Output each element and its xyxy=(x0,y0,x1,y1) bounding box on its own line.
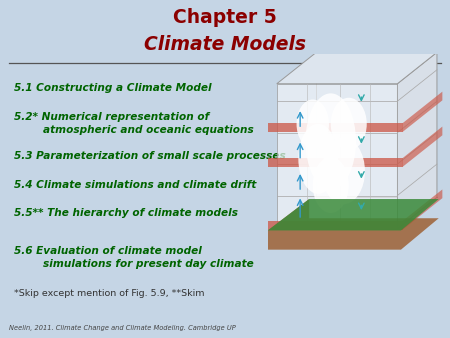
Polygon shape xyxy=(277,84,397,229)
Text: 5.5** The hierarchy of climate models: 5.5** The hierarchy of climate models xyxy=(14,208,238,218)
Polygon shape xyxy=(403,189,442,230)
Polygon shape xyxy=(268,199,439,231)
Polygon shape xyxy=(403,92,442,132)
Polygon shape xyxy=(403,126,442,167)
Polygon shape xyxy=(262,158,403,167)
Text: Neelin, 2011. Climate Change and Climate Modeling. Cambridge UP: Neelin, 2011. Climate Change and Climate… xyxy=(9,325,236,331)
Text: Chapter 5: Chapter 5 xyxy=(173,8,277,27)
Polygon shape xyxy=(262,221,403,230)
Ellipse shape xyxy=(322,138,365,204)
Polygon shape xyxy=(268,199,439,250)
Text: 5.6 Evaluation of climate model
        simulations for present day climate: 5.6 Evaluation of climate model simulati… xyxy=(14,246,253,269)
Ellipse shape xyxy=(297,99,329,148)
Text: *Skip except mention of Fig. 5.9, **Skim: *Skip except mention of Fig. 5.9, **Skim xyxy=(14,289,204,298)
Text: 5.2* Numerical representation of
        atmospheric and oceanic equations: 5.2* Numerical representation of atmosph… xyxy=(14,112,253,135)
Text: 5.3 Parameterization of small scale processes: 5.3 Parameterization of small scale proc… xyxy=(14,151,285,162)
Ellipse shape xyxy=(298,124,338,194)
Polygon shape xyxy=(277,52,437,84)
Ellipse shape xyxy=(313,157,349,213)
Ellipse shape xyxy=(306,93,356,189)
Polygon shape xyxy=(397,52,437,229)
Text: 5.1 Constructing a Climate Model: 5.1 Constructing a Climate Model xyxy=(14,83,211,93)
Text: 5.4 Climate simulations and climate drift: 5.4 Climate simulations and climate drif… xyxy=(14,180,256,190)
Ellipse shape xyxy=(331,98,367,150)
Polygon shape xyxy=(262,123,403,132)
Text: Climate Models: Climate Models xyxy=(144,35,306,54)
